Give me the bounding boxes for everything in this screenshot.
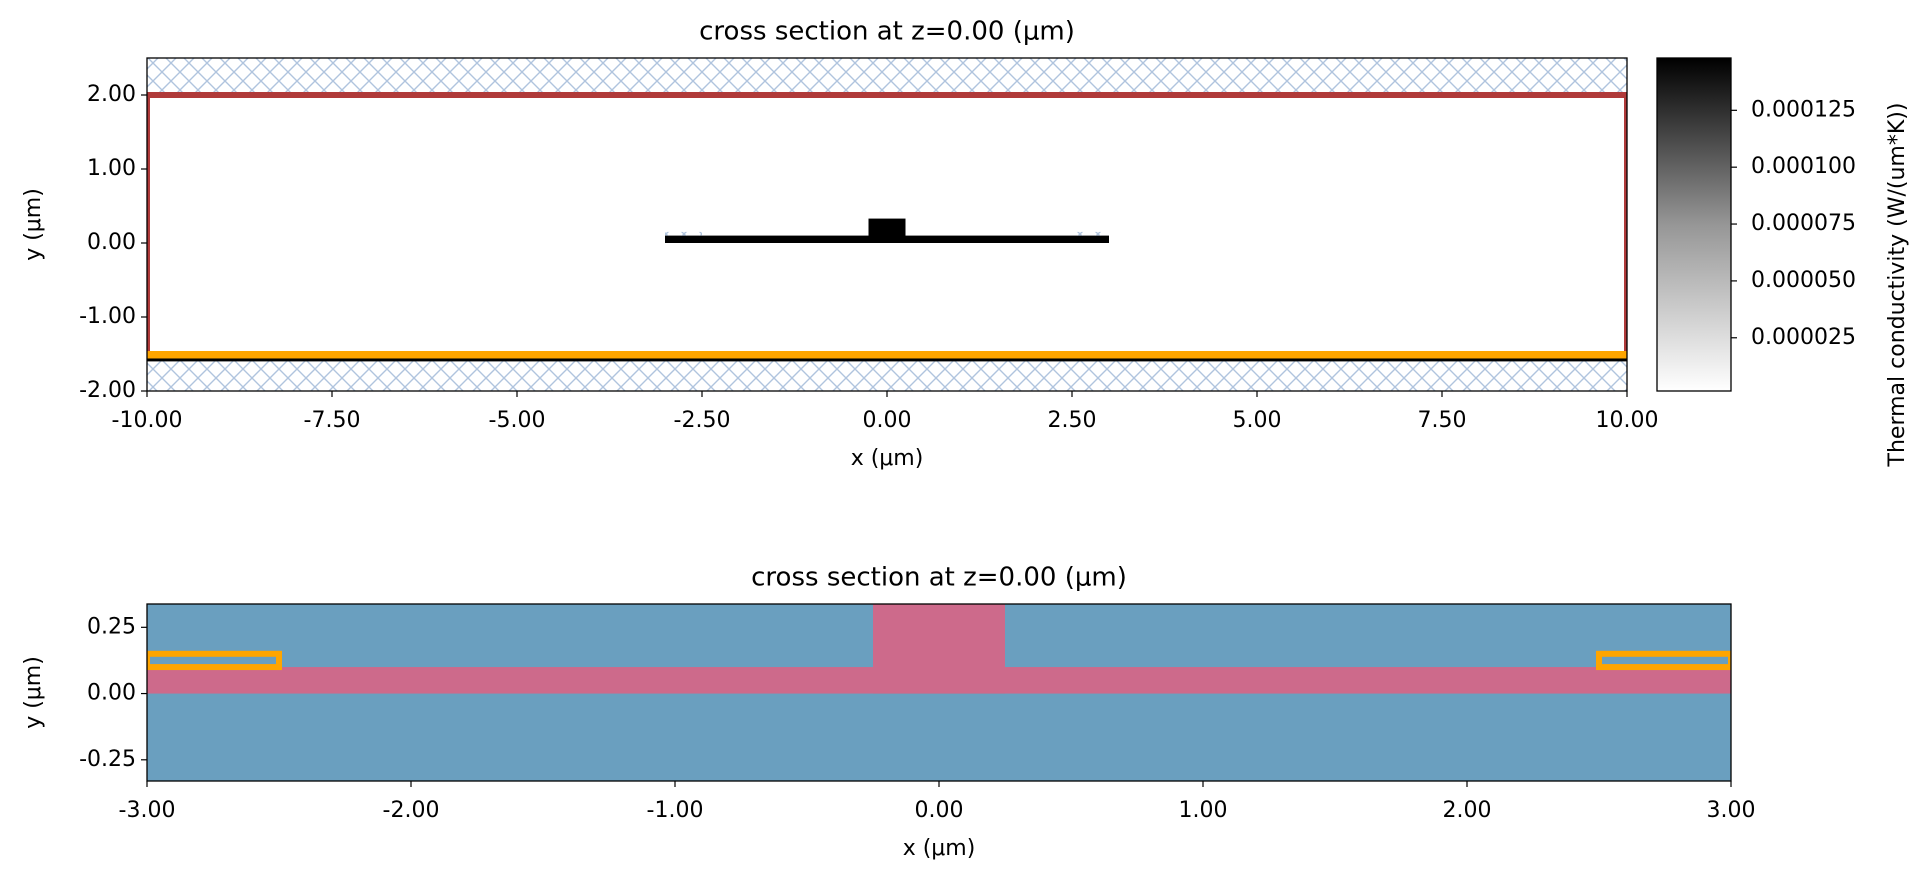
x-tick-label: -3.00: [119, 798, 176, 823]
x-tick-label: 0.00: [863, 408, 912, 433]
x-tick-label: 2.50: [1048, 408, 1097, 433]
y-axis-label: y (μm): [21, 188, 46, 261]
y-tick-label: -1.00: [79, 304, 136, 329]
chart-title: cross section at z=0.00 (μm): [751, 563, 1127, 593]
colorbar-tick-label: 0.000125: [1751, 97, 1856, 122]
y-tick-label: 2.00: [87, 82, 136, 107]
x-tick-label: -5.00: [489, 408, 546, 433]
x-tick-label: 5.00: [1233, 408, 1282, 433]
colorbar-tick-label: 0.000025: [1751, 325, 1856, 350]
structure-shape: [665, 231, 702, 236]
plot-area: [147, 58, 1627, 391]
colorbar-tick-label: 0.000100: [1751, 154, 1856, 179]
x-tick-label: -2.00: [383, 798, 440, 823]
x-axis-label: x (μm): [903, 836, 976, 861]
x-tick-label: 2.00: [1443, 798, 1492, 823]
y-tick-label: -0.25: [79, 747, 136, 772]
y-tick-label: 0.25: [87, 614, 136, 639]
colorbar-tick-label: 0.000075: [1751, 211, 1856, 236]
structure-shape: [1596, 650, 1731, 671]
chart-title: cross section at z=0.00 (μm): [699, 17, 1075, 47]
x-tick-label: 7.50: [1418, 408, 1467, 433]
y-tick-label: 0.00: [87, 230, 136, 255]
y-tick-label: 0.00: [87, 681, 136, 706]
y-tick-label: -2.00: [79, 378, 136, 403]
structure-shape: [873, 604, 1005, 694]
structure-shape: [147, 359, 1627, 391]
plot-area: [147, 604, 1731, 781]
x-tick-label: -1.00: [647, 798, 704, 823]
colorbar: [1656, 57, 1732, 392]
structure-shape: [147, 650, 282, 671]
y-tick-label: 1.00: [87, 156, 136, 181]
structure-shape: [147, 351, 1627, 359]
x-tick-label: 10.00: [1596, 408, 1659, 433]
structure-shape: [1072, 231, 1109, 236]
x-tick-label: -7.50: [304, 408, 361, 433]
colorbar-tick-label: 0.000050: [1751, 268, 1856, 293]
x-axis-label: x (μm): [851, 446, 924, 471]
structure-shape: [868, 218, 906, 243]
x-tick-label: -10.00: [112, 408, 183, 433]
structure-shape: [147, 58, 1627, 95]
x-tick-label: 1.00: [1179, 798, 1228, 823]
y-axis-label: y (μm): [21, 656, 46, 729]
x-tick-label: -2.50: [674, 408, 731, 433]
x-tick-label: 3.00: [1707, 798, 1756, 823]
x-tick-label: 0.00: [915, 798, 964, 823]
colorbar-label: Thermal conductivity (W/(um*K)): [1885, 103, 1910, 468]
